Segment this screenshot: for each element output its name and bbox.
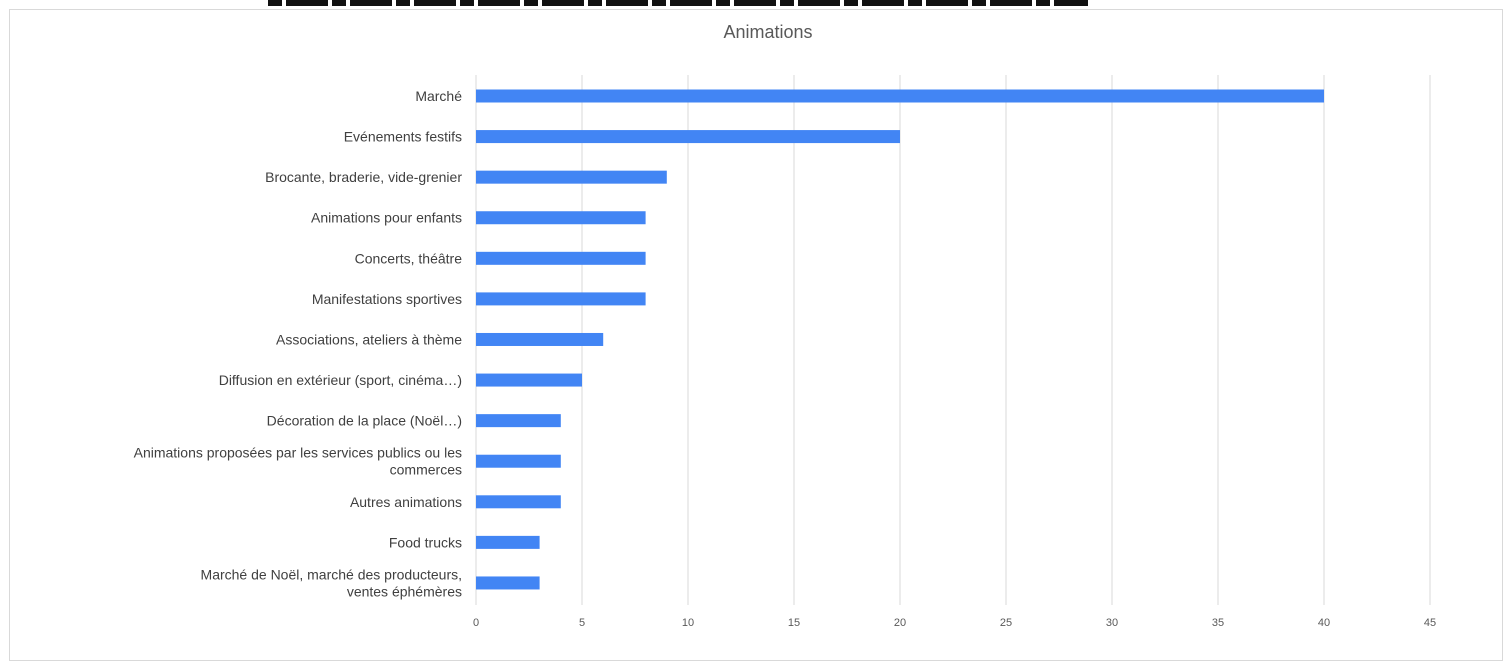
x-tick-label: 15 (788, 617, 800, 629)
category-labels: Marché Evénements festifs Brocante, brader… (134, 88, 463, 599)
bar (476, 373, 582, 387)
category-label: Marché de Noël, marché des producteurs, (201, 566, 462, 582)
bar (476, 170, 667, 184)
x-tick-label: 5 (579, 617, 585, 629)
bar (476, 292, 646, 306)
x-tick-labels: 0 5 10 15 20 25 30 35 40 45 (473, 617, 1436, 629)
category-label: Animations pour enfants (311, 210, 462, 226)
category-label: ventes éphémères (347, 583, 462, 599)
category-label: Autres animations (350, 494, 462, 510)
x-tick-label: 35 (1212, 617, 1224, 629)
category-label: Marché (415, 88, 462, 104)
category-label: Evénements festifs (344, 129, 462, 145)
category-label: Brocante, braderie, vide-grenier (265, 169, 462, 185)
bar (476, 454, 561, 468)
bar (476, 535, 540, 549)
bars (476, 89, 1324, 590)
bar (476, 89, 1324, 103)
x-tick-label: 45 (1424, 617, 1436, 629)
chart-title: Animations (723, 22, 812, 42)
x-tick-label: 0 (473, 617, 479, 629)
bar (476, 130, 900, 144)
bar (476, 414, 561, 428)
x-tick-label: 40 (1318, 617, 1330, 629)
category-label: Animations proposées par les services pu… (134, 445, 462, 461)
x-tick-label: 25 (1000, 617, 1012, 629)
bar (476, 251, 646, 265)
bar (476, 576, 540, 590)
bar (476, 495, 561, 509)
x-tick-label: 10 (682, 617, 694, 629)
x-tick-label: 30 (1106, 617, 1118, 629)
category-label: Diffusion en extérieur (sport, cinéma…) (219, 372, 462, 388)
chart-frame (9, 9, 1503, 661)
category-label: Manifestations sportives (312, 291, 462, 307)
category-label: Food trucks (389, 534, 462, 550)
bar (476, 211, 646, 225)
category-label: Décoration de la place (Noël…) (267, 413, 462, 429)
x-tick-label: 20 (894, 617, 906, 629)
category-label: Associations, ateliers à thème (276, 331, 462, 347)
category-label: Concerts, théâtre (355, 250, 463, 266)
category-label: commerces (390, 462, 462, 478)
gridlines (475, 75, 1431, 605)
bar (476, 332, 604, 346)
cropped-header-strip (0, 0, 1506, 9)
